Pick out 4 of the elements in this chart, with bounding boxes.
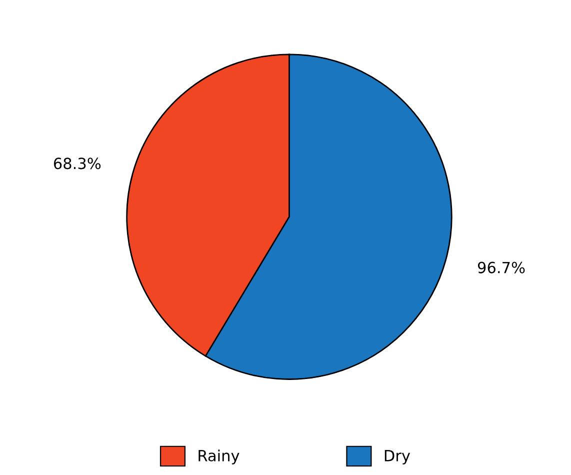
data-label: 96.7% bbox=[478, 262, 525, 274]
data-label: 68.3% bbox=[54, 158, 101, 170]
legend-label: Dry bbox=[384, 450, 410, 464]
legend-label: Rainy bbox=[198, 450, 240, 464]
